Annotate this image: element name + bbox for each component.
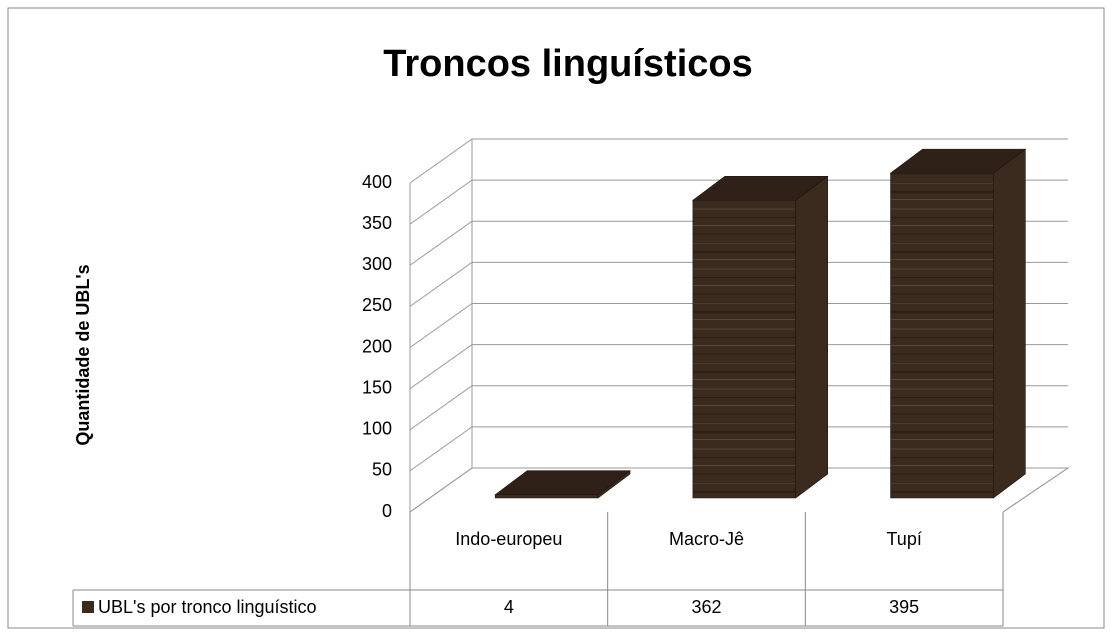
grid-line bbox=[409, 467, 1068, 513]
y-tick-label: 300 bbox=[362, 254, 392, 274]
bar-top bbox=[691, 175, 829, 201]
bar-top bbox=[889, 148, 1027, 174]
chart-title: Troncos linguísticos bbox=[383, 43, 753, 85]
grid-line bbox=[409, 179, 1068, 225]
grid-line bbox=[409, 220, 1068, 266]
y-tick-label: 0 bbox=[382, 501, 392, 521]
x-tick-label: Indo-europeu bbox=[455, 529, 562, 549]
grid-line bbox=[409, 138, 1068, 184]
y-tick-label: 250 bbox=[362, 295, 392, 315]
grid-line bbox=[409, 261, 1068, 307]
bar-front bbox=[890, 172, 994, 499]
bar-side bbox=[795, 175, 828, 499]
y-tick-label: 150 bbox=[362, 377, 392, 397]
bar-front bbox=[494, 494, 599, 499]
bar-front bbox=[692, 199, 796, 499]
bar bbox=[889, 148, 1027, 499]
bar bbox=[494, 470, 631, 499]
y-tick-label: 350 bbox=[362, 213, 392, 233]
grid-line bbox=[409, 303, 1068, 348]
y-tick-label: 200 bbox=[362, 336, 392, 356]
table-value: 362 bbox=[691, 597, 721, 617]
y-tick-label: 100 bbox=[362, 419, 392, 439]
table-line bbox=[1002, 467, 1069, 513]
legend-label: UBL's por tronco linguístico bbox=[98, 597, 317, 617]
y-tick-label: 400 bbox=[362, 172, 392, 192]
x-tick-label: Macro-Jê bbox=[669, 529, 744, 549]
bar-side bbox=[993, 148, 1026, 499]
grid-line bbox=[409, 344, 1068, 390]
x-tick-label: Tupí bbox=[886, 529, 921, 549]
table-value: 395 bbox=[889, 597, 919, 617]
table-value: 4 bbox=[504, 597, 514, 617]
y-axis-label: Quantidade de UBL's bbox=[73, 264, 93, 445]
bar bbox=[691, 175, 829, 499]
y-tick-label: 50 bbox=[372, 460, 392, 480]
grid-line bbox=[409, 385, 1068, 431]
bar-top bbox=[494, 470, 631, 496]
grid-line bbox=[409, 426, 1068, 472]
legend-key bbox=[82, 601, 94, 613]
